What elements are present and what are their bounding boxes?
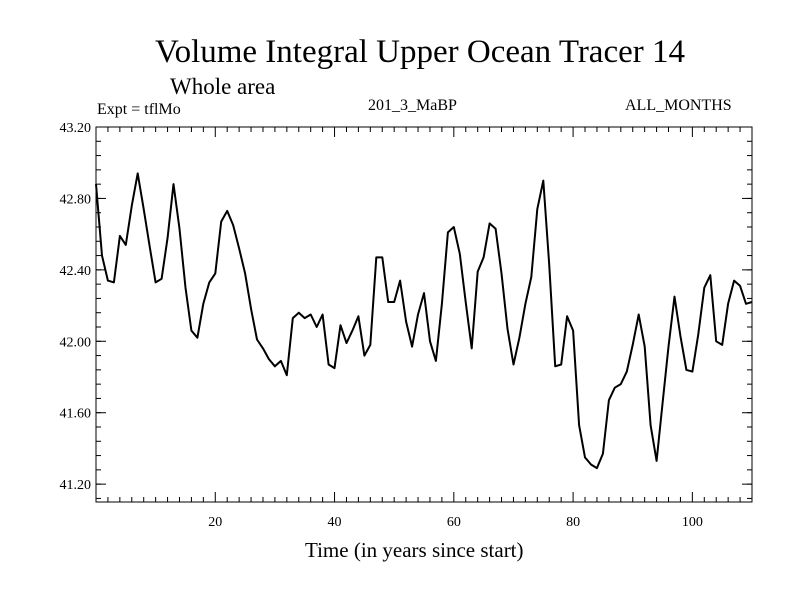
x-tick-label: 100 [682,515,703,530]
chart-ticks: 41.20 41.60 42.00 42.40 42.80 43.20 20 40 60 80 10… [60,121,752,530]
chart-subtitle: Whole area [170,74,276,99]
y-tick-label: 41.60 [60,407,92,422]
x-tick-label: 60 [447,515,461,530]
y-tick-label: 42.40 [60,264,92,279]
run-label: 201_3_MaBP [368,97,457,114]
x-axis-label: Time (in years since start) [305,538,524,562]
chart-title: Volume Integral Upper Ocean Tracer 14 [155,34,685,70]
y-tick-label: 41.20 [60,478,92,493]
plot-frame [95,126,753,503]
y-tick-label: 42.00 [60,335,92,350]
y-tick-label: 42.80 [60,192,92,207]
y-tick-label: 43.20 [60,121,92,136]
x-tick-label: 20 [208,515,222,530]
period-label: ALL_MONTHS [625,97,732,114]
experiment-label: Expt = tflMo [97,101,181,118]
x-tick-label: 40 [328,515,342,530]
x-tick-label: 80 [566,515,580,530]
chart-axes [95,126,753,503]
series-line [95,172,753,470]
chart-series [95,172,753,470]
